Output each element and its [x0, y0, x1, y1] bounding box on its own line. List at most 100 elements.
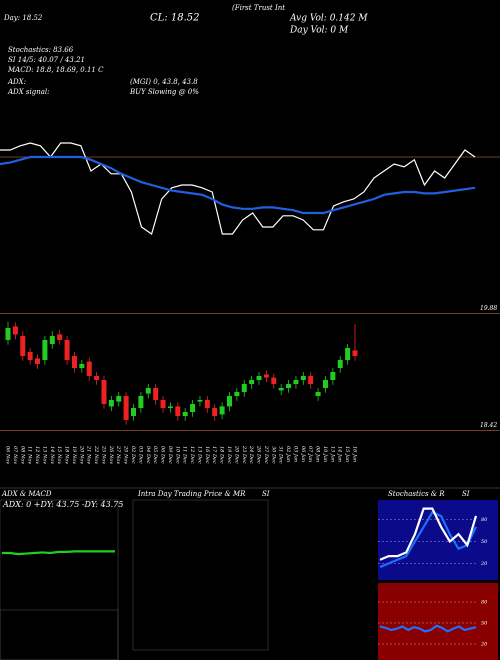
candle-body — [12, 326, 18, 335]
x-tick-label: 20 Dec — [233, 445, 239, 464]
candle-body — [330, 372, 336, 380]
candle-body — [167, 406, 173, 408]
x-tick-label: 07 Nov — [12, 446, 18, 464]
candle-body — [300, 376, 306, 380]
candle-body — [271, 377, 277, 384]
rsi: SI 14/5: 40.07 / 43.21 — [8, 56, 85, 64]
candle-body — [94, 376, 100, 380]
candle-body — [322, 380, 328, 388]
x-tick-label: 17 Dec — [211, 446, 217, 464]
panel-subtitle: ADX: 0 +DY: 43.75 -DY: 43.75 — [2, 500, 123, 509]
x-tick-label: 12 Dec — [189, 446, 195, 464]
x-tick-label: 18 Dec — [219, 446, 225, 464]
candle-body — [286, 384, 292, 388]
adx-signal: ADX signal: — [7, 88, 49, 96]
x-tick-label: 23 Dec — [241, 445, 247, 464]
x-tick-label: 03 Dec — [137, 446, 143, 464]
panel-title: SI — [262, 490, 270, 498]
candle-body — [116, 396, 122, 402]
name: (First Trust Int — [232, 4, 285, 12]
candle-body — [5, 328, 11, 340]
panel-title: Intra Day Trading Price & MR — [137, 490, 246, 498]
x-tick-label: 13 Dec — [196, 446, 202, 464]
x-tick-label: 16 Jan — [352, 446, 358, 462]
x-tick-label: 20 Nov — [78, 445, 84, 464]
x-tick-label: 25 Nov — [100, 445, 106, 464]
candle-body — [108, 400, 114, 407]
series-line — [2, 550, 115, 556]
candle-body — [160, 400, 166, 408]
panel-frame — [0, 609, 119, 660]
x-tick-label: 02 Jan — [285, 446, 291, 462]
candle-body — [190, 404, 196, 412]
candle-body — [153, 388, 159, 400]
macd: MACD: 18.8, 18.69, 0.11 C — [7, 66, 104, 74]
candle-body — [79, 364, 85, 368]
x-tick-label: 21 Nov — [86, 445, 92, 464]
x-tick-label: 26 Dec — [256, 445, 262, 464]
y-tick-label: 80 — [481, 517, 488, 523]
x-tick-label: 15 Jan — [344, 446, 350, 462]
day: Day: 18.52 — [3, 14, 43, 22]
candle-body — [71, 356, 77, 368]
series-line — [0, 155, 476, 215]
candle-body — [256, 376, 262, 380]
x-tick-label: 07 Jan — [307, 446, 313, 462]
candle-body — [249, 380, 255, 384]
candle-body — [86, 361, 92, 376]
mgi: (MGI) 0, 43.8, 43.8 — [130, 78, 198, 86]
x-tick-label: 02 Dec — [130, 446, 136, 464]
candle-body — [138, 396, 144, 408]
candle-body — [64, 340, 70, 360]
x-tick-label: 15 Nov — [56, 446, 62, 464]
panel-title: Stochastics & R — [388, 490, 445, 498]
x-tick-label: 03 Jan — [292, 446, 298, 462]
y-tick-label: 80 — [481, 600, 488, 606]
candle-body — [35, 358, 41, 364]
candle-body — [57, 334, 63, 340]
candle-body — [278, 388, 284, 391]
day-vol: Day Vol: 0 M — [289, 26, 349, 36]
candle-body — [42, 340, 48, 360]
y-tick-label: 20 — [480, 561, 488, 567]
candle-body — [101, 380, 107, 404]
x-tick-label: 22 Nov — [93, 445, 99, 464]
x-tick-label: 24 Dec — [248, 445, 254, 464]
candle-body — [219, 406, 225, 415]
candle-body — [234, 392, 240, 396]
x-tick-label: 19 Dec — [226, 446, 232, 464]
candle-body — [27, 352, 33, 360]
candle-body — [345, 348, 351, 360]
candle-body — [293, 380, 299, 384]
y-tick-label: 20 — [480, 642, 488, 648]
series-line — [379, 507, 478, 561]
x-tick-label: 10 Dec — [174, 446, 180, 464]
y-tick-label: 50 — [481, 621, 488, 627]
y-tick-label: 50 — [481, 539, 488, 545]
candle-body — [241, 384, 247, 392]
panel-frame — [0, 499, 119, 660]
y-tick-label: 18.42 — [480, 422, 497, 429]
x-tick-label: 13 Nov — [41, 446, 47, 464]
x-tick-label: 11 Dec — [182, 446, 188, 464]
x-tick-label: 10 Jan — [322, 446, 328, 462]
y-tick-label: 19.88 — [480, 305, 497, 312]
candle-body — [263, 374, 269, 378]
candle-body — [197, 400, 203, 402]
signal: BUY Slowing @ 0% — [129, 88, 199, 96]
x-tick-label: 12 Nov — [34, 446, 40, 464]
candle-body — [131, 408, 137, 416]
x-tick-label: 11 Nov — [27, 446, 33, 464]
candle-body — [20, 336, 26, 356]
panel-title: SI — [462, 490, 470, 498]
series-line — [379, 510, 477, 569]
x-tick-label: 30 Dec — [270, 446, 276, 464]
candle-body — [123, 396, 129, 420]
x-tick-label: 19 Nov — [71, 446, 77, 464]
candle-body — [182, 412, 188, 416]
candle-body — [308, 376, 314, 384]
x-tick-label: 16 Dec — [204, 446, 210, 464]
avg-vol: Avg Vol: 0.142 M — [289, 14, 368, 24]
candle-body — [145, 388, 151, 394]
